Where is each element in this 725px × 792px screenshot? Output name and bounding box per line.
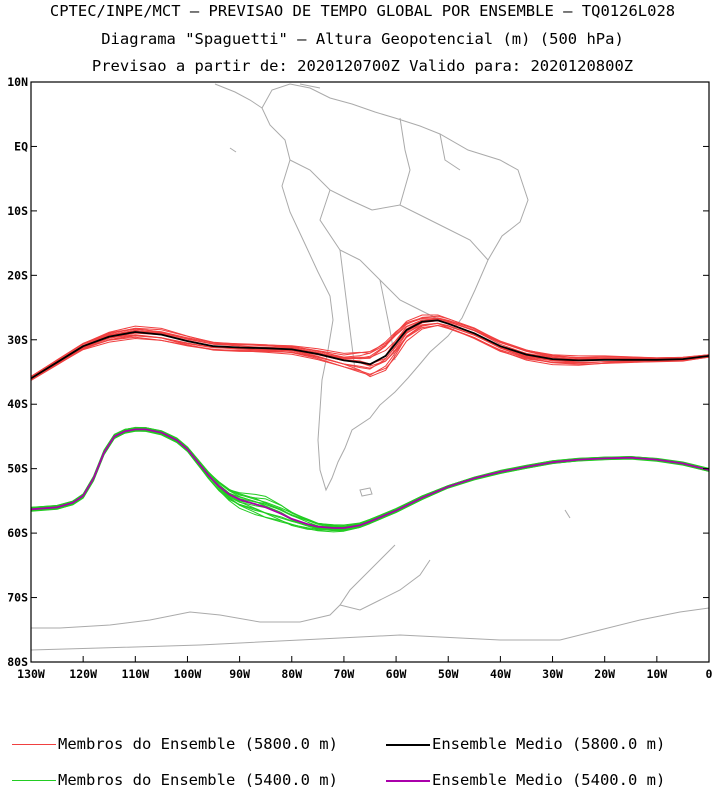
title-line-2: Diagrama "Spaguetti" – Altura Geopotenci… bbox=[101, 30, 624, 48]
legend-swatch bbox=[12, 744, 56, 745]
contour-lines bbox=[31, 314, 709, 533]
x-tick-label: 20W bbox=[594, 667, 615, 681]
legend-swatch bbox=[12, 780, 56, 781]
plot-frame bbox=[30, 81, 710, 663]
x-tick-label: 100W bbox=[174, 667, 202, 681]
ensemble-member-line bbox=[31, 429, 709, 530]
x-tick-label: 50W bbox=[438, 667, 459, 681]
ensemble-member-line bbox=[31, 318, 709, 378]
x-tick-label: 90W bbox=[229, 667, 250, 681]
y-tick-label: 70S bbox=[7, 591, 28, 605]
ensemble-member-line bbox=[31, 430, 709, 531]
x-tick-label: 30W bbox=[542, 667, 563, 681]
x-tick-label: 10W bbox=[646, 667, 667, 681]
title-line-1: CPTEC/INPE/MCT – PREVISAO DE TEMPO GLOBA… bbox=[49, 2, 676, 20]
ensemble-member-line bbox=[31, 429, 709, 531]
y-tick-label: 40S bbox=[7, 397, 28, 411]
y-tick-label: EQ bbox=[14, 139, 28, 153]
legend-item: Ensemble Medio (5400.0 m) bbox=[386, 771, 665, 789]
legend-label: Ensemble Medio (5800.0 m) bbox=[432, 735, 666, 753]
axes: 130W 120W 110W 100W 90W 80W 70W 60W 50W 40W 30W 20W… bbox=[7, 75, 712, 681]
ensemble-member-line bbox=[31, 428, 709, 528]
ensemble-member-line bbox=[31, 429, 709, 530]
legend-label: Membros do Ensemble (5400.0 m) bbox=[58, 771, 338, 789]
y-tick-label: 30S bbox=[7, 333, 28, 347]
legend-label: Membros do Ensemble (5800.0 m) bbox=[58, 735, 338, 753]
ensemble-member-line bbox=[31, 429, 709, 530]
legend-label: Ensemble Medio (5400.0 m) bbox=[432, 771, 666, 789]
ensemble-member-line bbox=[31, 426, 709, 527]
y-tick-label: 50S bbox=[7, 462, 28, 476]
x-tick-label: 120W bbox=[69, 667, 97, 681]
ensemble-member-line bbox=[31, 430, 709, 533]
y-tick-label: 10N bbox=[7, 75, 28, 89]
ensemble-member-line bbox=[31, 314, 709, 378]
legend-item: Membros do Ensemble (5800.0 m) bbox=[12, 735, 338, 753]
x-tick-label: 130W bbox=[17, 667, 45, 681]
legend-swatch bbox=[386, 743, 430, 746]
y-tick-label: 10S bbox=[7, 204, 28, 218]
ensemble-member-line bbox=[31, 428, 709, 528]
x-tick-label: 80W bbox=[281, 667, 302, 681]
ensemble-mean-line bbox=[31, 319, 709, 380]
x-tick-label: 40W bbox=[490, 667, 511, 681]
ensemble-mean-line bbox=[31, 428, 709, 529]
x-tick-label: 60W bbox=[386, 667, 407, 681]
ensemble-member-line bbox=[31, 427, 709, 528]
x-tick-label: 110W bbox=[121, 667, 149, 681]
y-tick-label: 80S bbox=[7, 655, 28, 669]
ensemble-member-line bbox=[31, 430, 709, 532]
ensemble-member-line bbox=[31, 315, 709, 377]
title-line-3: Previsao a partir de: 2020120700Z Valido… bbox=[91, 57, 634, 75]
ensemble-member-line bbox=[31, 324, 709, 381]
x-tick-label: 0 bbox=[706, 667, 713, 681]
ensemble-member-line bbox=[31, 427, 709, 526]
y-tick-label: 20S bbox=[7, 268, 28, 282]
legend-item: Ensemble Medio (5800.0 m) bbox=[386, 735, 665, 753]
legend-item: Membros do Ensemble (5400.0 m) bbox=[12, 771, 338, 789]
legend-swatch bbox=[386, 779, 430, 782]
x-tick-label: 70W bbox=[334, 667, 355, 681]
y-tick-label: 60S bbox=[7, 526, 28, 540]
coastlines bbox=[31, 83, 709, 651]
ensemble-member-line bbox=[31, 427, 709, 527]
ensemble-member-line bbox=[31, 322, 709, 380]
ensemble-member-line bbox=[31, 427, 709, 527]
